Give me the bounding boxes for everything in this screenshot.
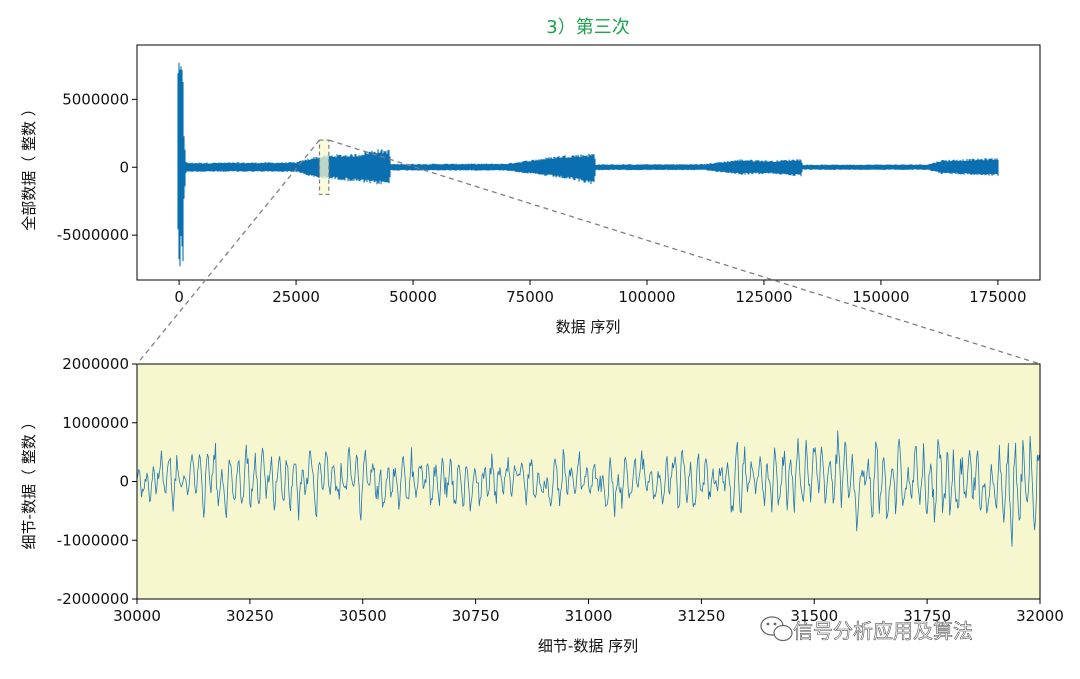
detail-x-tick-label: 30000 bbox=[113, 607, 161, 625]
overview-x-tick-label: 175000 bbox=[969, 288, 1026, 306]
detail-plot: 30000 30250 30500 30750 31000 31250 31500 31750… bbox=[57, 355, 1064, 625]
detail-x-tick-label: 30250 bbox=[226, 607, 274, 625]
watermark-text: 信号分析应用及算法 bbox=[793, 619, 973, 643]
overview-plot-frame bbox=[136, 44, 1041, 281]
detail-y-tick-label: 2000000 bbox=[62, 355, 129, 373]
detail-plot-frame bbox=[136, 363, 1041, 600]
detail-y-axis-label: 细节-数据（ 整数 ） bbox=[20, 415, 38, 550]
detail-x-tick-label: 30500 bbox=[339, 607, 387, 625]
overview-y-tick-label: 5000000 bbox=[62, 90, 129, 108]
wechat-icon bbox=[760, 616, 793, 642]
detail-x-axis-label: 细节-数据 序列 bbox=[538, 637, 638, 655]
overview-y-axis-label: 全部数据（ 整数 ） bbox=[20, 101, 38, 231]
overview-y-tick-label: -5000000 bbox=[57, 226, 129, 244]
overview-y-tick-label: 0 bbox=[119, 158, 129, 176]
overview-x-tick-label: 25000 bbox=[272, 288, 320, 306]
watermark: 信号分析应用及算法 bbox=[760, 616, 973, 643]
zoom-connector-right bbox=[328, 139, 1041, 365]
zoom-window-highlight bbox=[318, 139, 330, 196]
chart-title: 3）第三次 bbox=[546, 17, 629, 38]
detail-y-tick-label: -1000000 bbox=[57, 531, 129, 549]
detail-x-tick-label: 31750 bbox=[903, 607, 951, 625]
zoom-connectors bbox=[136, 139, 1041, 365]
overview-x-tick-label: 100000 bbox=[618, 288, 675, 306]
detail-signal-line bbox=[136, 430, 1041, 547]
overview-x-axis-label: 数据 序列 bbox=[556, 318, 621, 336]
detail-x-tick-label: 31500 bbox=[790, 607, 838, 625]
detail-x-tick-label: 32000 bbox=[1016, 607, 1064, 625]
overview-x-tick-label: 75000 bbox=[506, 288, 554, 306]
detail-y-tick-label: 1000000 bbox=[62, 414, 129, 432]
detail-x-tick-label: 30750 bbox=[452, 607, 500, 625]
overview-x-tick-label: 50000 bbox=[389, 288, 437, 306]
overview-x-tick-label: 0 bbox=[174, 288, 184, 306]
detail-y-tick-label: 0 bbox=[119, 473, 129, 491]
overview-plot: 0 25000 50000 75000 100000 125000 150000 175000… bbox=[57, 44, 1041, 306]
detail-x-tick-label: 31250 bbox=[678, 607, 726, 625]
detail-x-tick-label: 31000 bbox=[565, 607, 613, 625]
overview-x-tick-label: 125000 bbox=[735, 288, 792, 306]
overview-x-tick-label: 150000 bbox=[852, 288, 909, 306]
overview-signal-line bbox=[177, 62, 999, 267]
detail-y-tick-label: -2000000 bbox=[57, 590, 129, 608]
zoom-connector-left bbox=[136, 139, 320, 365]
